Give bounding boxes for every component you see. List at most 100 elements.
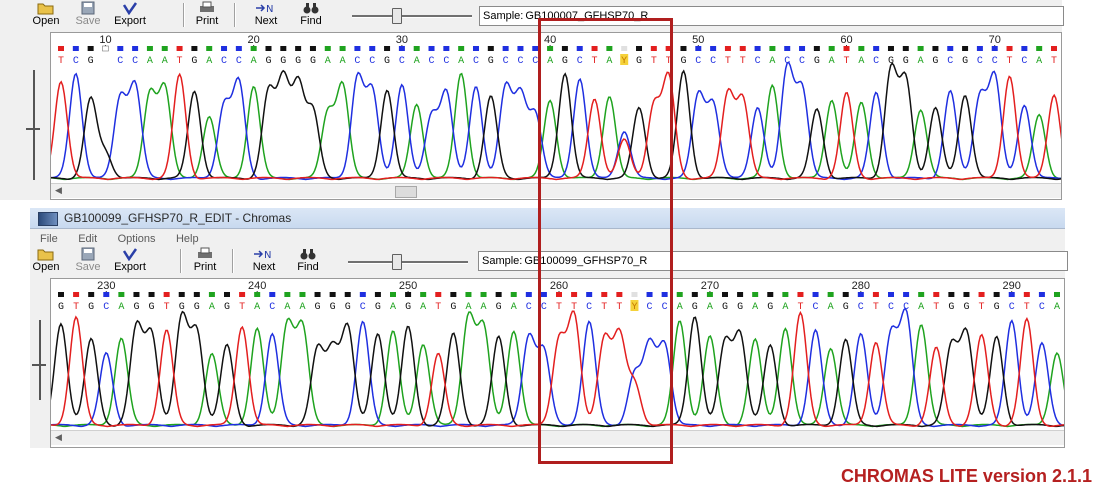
quality-box: [737, 292, 744, 297]
quality-box: [769, 46, 776, 51]
print-button-label: Print: [195, 15, 219, 27]
vertical-scale-thumb[interactable]: [32, 364, 46, 366]
quality-box: [963, 292, 970, 297]
zoom-slider-track[interactable]: [348, 261, 468, 264]
window-title: GB100099_GFHSP70_R_EDIT - Chromas: [64, 211, 292, 225]
zoom-slider-thumb[interactable]: [392, 8, 402, 24]
quality-box: [280, 46, 287, 51]
base-call: A: [206, 56, 212, 67]
quality-box: [918, 292, 925, 297]
base-call: T: [58, 56, 64, 67]
open-button[interactable]: Open: [26, 247, 66, 275]
quality-box: [206, 46, 213, 51]
printer-icon: [198, 247, 212, 258]
save-button[interactable]: Save: [68, 1, 108, 29]
vertical-scale-slider[interactable]: [39, 320, 41, 400]
quality-box: [842, 292, 849, 297]
quality-box: [117, 46, 124, 51]
quality-box: [354, 46, 361, 51]
zoom-slider-track[interactable]: [352, 15, 472, 18]
top-scroll-thumb[interactable]: [395, 186, 417, 198]
quality-box: [976, 46, 983, 51]
base-call: C: [117, 56, 123, 67]
base-call: C: [132, 56, 138, 67]
quality-box: [661, 292, 668, 297]
base-call: C: [813, 302, 819, 313]
quality-box: [532, 46, 539, 51]
open-button[interactable]: Open: [26, 1, 66, 29]
next-button[interactable]: N Next: [246, 1, 286, 29]
print-button[interactable]: Print: [185, 247, 225, 275]
quality-box: [799, 46, 806, 51]
base-call: C: [532, 56, 538, 67]
quality-box: [265, 46, 272, 51]
toolbar-separator: [183, 3, 185, 27]
quality-box: [359, 292, 366, 297]
base-call: T: [843, 56, 849, 67]
quality-box: [224, 292, 230, 297]
save-disk-icon: [81, 1, 95, 15]
base-call: C: [662, 302, 668, 313]
quality-box: [858, 46, 865, 51]
base-call: C: [360, 302, 366, 313]
menu-file[interactable]: File: [40, 233, 58, 245]
scroll-left-arrow-icon[interactable]: ◀: [55, 432, 62, 442]
quality-box: [191, 46, 198, 51]
top-trace-panel: 10 20 30 40 50 60 70 T C G C C A A T G A C C A G G G G A A C C G C A C C…: [50, 32, 1062, 200]
base-call: T: [979, 302, 985, 313]
base-call: A: [414, 56, 420, 67]
export-button[interactable]: Export: [110, 1, 150, 29]
quality-box: [828, 46, 835, 51]
quality-box: [571, 292, 578, 297]
quality-box: [782, 292, 789, 297]
ruler-label: 70: [989, 34, 1001, 46]
base-call: A: [118, 302, 124, 313]
bottom-chromas-window: GB100099_GFHSP70_R_EDIT - Chromas File E…: [30, 208, 1068, 448]
base-call: G: [194, 302, 200, 313]
quality-box: [133, 292, 140, 297]
base-call: A: [829, 56, 835, 67]
base-call: C: [947, 56, 953, 67]
quality-box: [903, 292, 910, 297]
base-call: T: [725, 56, 731, 67]
menu-edit[interactable]: Edit: [78, 233, 98, 245]
zoom-slider-thumb[interactable]: [392, 254, 402, 270]
vertical-scale-slider[interactable]: [33, 70, 35, 180]
quality-box: [601, 292, 608, 297]
base-call: C: [992, 56, 998, 67]
bottom-horizontal-scrollbar[interactable]: ◀: [51, 430, 1064, 445]
quality-box: [369, 46, 376, 51]
ruler-label: 260: [550, 280, 568, 292]
next-button-label: Next: [252, 261, 276, 273]
top-horizontal-scrollbar[interactable]: ◀: [51, 183, 1061, 198]
base-call: T: [740, 56, 746, 67]
find-button[interactable]: Find: [288, 247, 328, 275]
menu-help[interactable]: Help: [175, 233, 199, 245]
base-call: G: [133, 302, 139, 313]
base-call: T: [1007, 56, 1013, 67]
top-toolbar: Open Save Export Print N Next Find Sampl…: [0, 0, 1064, 30]
base-call: C: [369, 56, 375, 67]
vertical-scale-thumb[interactable]: [26, 128, 40, 130]
save-button[interactable]: Save: [68, 247, 108, 275]
next-button[interactable]: N Next: [244, 247, 284, 275]
top-chromatogram-svg: 10 20 30 40 50 60 70T C G C C A A T G A C C A G G G G A A C C G C A C C…: [51, 34, 1061, 181]
menu-options[interactable]: Options: [117, 233, 156, 245]
quality-box: [118, 292, 125, 297]
trace-t: [51, 310, 1064, 428]
base-call: A: [918, 302, 924, 313]
base-call: G: [722, 302, 728, 313]
base-call: A: [1054, 302, 1060, 313]
quality-box: [695, 46, 702, 51]
bottom-toolbar: Open Save Export Print N Next Find Sampl…: [30, 246, 1068, 276]
scroll-left-arrow-icon[interactable]: ◀: [55, 185, 62, 195]
find-button[interactable]: Find: [291, 1, 331, 29]
base-call: G: [310, 56, 316, 67]
base-call: C: [517, 56, 523, 67]
base-call: C: [541, 302, 547, 313]
quality-box: [146, 46, 153, 51]
base-call: G: [692, 302, 698, 313]
ruler-label: 20: [248, 34, 260, 46]
print-button[interactable]: Print: [187, 1, 227, 29]
export-button[interactable]: Export: [110, 247, 150, 275]
